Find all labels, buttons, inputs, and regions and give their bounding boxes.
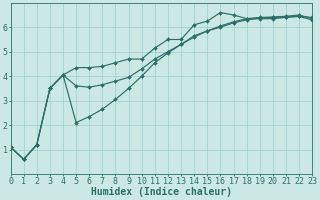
X-axis label: Humidex (Indice chaleur): Humidex (Indice chaleur) (91, 187, 232, 197)
